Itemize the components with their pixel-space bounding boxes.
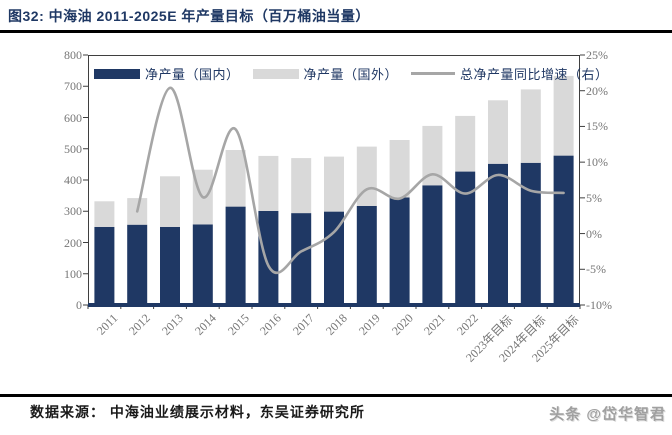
right-axis-label--10%: -10% bbox=[586, 298, 612, 312]
legend-label-domestic: 净产量（国内） bbox=[145, 67, 240, 82]
figure-title: 图32: 中海油 2011-2025E 年产量目标（百万桶油当量） bbox=[8, 8, 370, 24]
legend-item-growth-line: 总净产量同比增速（右） bbox=[411, 64, 609, 83]
right-axis-label-10%: 10% bbox=[586, 155, 608, 170]
legend-item-domestic: 净产量（国内） bbox=[94, 64, 240, 83]
left-axis-label-200: 200 bbox=[64, 235, 82, 250]
bar-overseas-2016 bbox=[258, 155, 279, 211]
bar-domestic-2011 bbox=[94, 226, 115, 305]
left-axis-label-600: 600 bbox=[64, 110, 82, 125]
left-axis-label-0: 0 bbox=[76, 298, 82, 312]
bar-overseas-2025年目标 bbox=[553, 75, 574, 156]
bar-domestic-2015 bbox=[225, 206, 246, 305]
x-axis-label-2018: 2018 bbox=[323, 311, 350, 338]
growth-line bbox=[135, 86, 565, 275]
footer-divider-rule bbox=[0, 394, 672, 397]
bar-domestic-2017 bbox=[291, 213, 312, 305]
bar-domestic-2025年目标 bbox=[553, 155, 574, 305]
bar-overseas-2011 bbox=[94, 201, 115, 227]
bar-domestic-2016 bbox=[258, 210, 279, 305]
legend-swatch-growth-line bbox=[411, 72, 456, 75]
bar-domestic-2021 bbox=[422, 185, 443, 305]
x-axis-label-2014: 2014 bbox=[191, 311, 219, 338]
x-axis-label-2020: 2020 bbox=[388, 311, 416, 338]
right-axis-label-25%: 25% bbox=[586, 48, 608, 62]
bar-overseas-2020 bbox=[389, 140, 410, 198]
chart-legend: 净产量（国内） 净产量（国外） 总净产量同比增速（右） bbox=[94, 64, 609, 83]
left-axis-label-100: 100 bbox=[64, 266, 82, 281]
left-axis-label-300: 300 bbox=[64, 204, 82, 219]
bar-overseas-2019 bbox=[356, 146, 377, 206]
left-axis-label-700: 700 bbox=[64, 79, 82, 94]
bar-overseas-2017 bbox=[291, 158, 312, 214]
legend-swatch-domestic bbox=[94, 68, 140, 79]
x-axis-baseline bbox=[88, 303, 580, 307]
toutiao-watermark: 头条 @岱华智君 bbox=[549, 406, 666, 423]
right-axis-label-5%: 5% bbox=[586, 190, 602, 205]
right-axis-label-15%: 15% bbox=[586, 119, 608, 134]
legend-label-growth-line: 总净产量同比增速（右） bbox=[460, 67, 609, 82]
left-axis-label-500: 500 bbox=[64, 141, 82, 156]
bar-domestic-2019 bbox=[356, 205, 377, 305]
bar-domestic-2012 bbox=[127, 224, 148, 305]
bar-overseas-2018 bbox=[324, 156, 344, 212]
bar-domestic-2014 bbox=[192, 224, 213, 305]
left-axis-label-400: 400 bbox=[64, 173, 82, 187]
x-axis-label-2016: 2016 bbox=[257, 311, 285, 338]
bar-overseas-2023年目标 bbox=[488, 100, 508, 164]
bar-domestic-2022 bbox=[455, 171, 476, 305]
bar-overseas-2021 bbox=[422, 125, 443, 186]
left-axis-label-800: 800 bbox=[64, 48, 82, 62]
x-axis-label-2015: 2015 bbox=[224, 311, 252, 338]
x-axis-label-2013: 2013 bbox=[159, 311, 186, 338]
bar-overseas-2013 bbox=[160, 176, 180, 227]
title-divider-rule bbox=[0, 30, 672, 33]
legend-label-overseas: 净产量（国外） bbox=[303, 67, 399, 82]
right-axis-label-20%: 20% bbox=[586, 83, 608, 98]
bar-domestic-2013 bbox=[160, 226, 180, 305]
right-axis-label-0%: 0% bbox=[586, 226, 602, 241]
x-axis-label-2022: 2022 bbox=[454, 311, 482, 338]
bar-overseas-2024年目标 bbox=[520, 89, 541, 163]
x-axis-label-2011: 2011 bbox=[93, 311, 121, 338]
x-axis-label-2021: 2021 bbox=[421, 311, 449, 338]
bar-overseas-2022 bbox=[455, 115, 476, 172]
chart-canvas bbox=[83, 54, 585, 309]
bar-domestic-2024年目标 bbox=[520, 162, 541, 305]
bar-overseas-2015 bbox=[225, 150, 246, 207]
x-axis-label-2019: 2019 bbox=[355, 311, 383, 338]
data-source-note: 数据来源： 中海油业绩展示材料，东吴证券研究所 bbox=[30, 404, 365, 420]
legend-swatch-overseas bbox=[252, 68, 299, 79]
x-axis-label-2017: 2017 bbox=[290, 311, 318, 338]
x-axis-label-2012: 2012 bbox=[126, 311, 154, 338]
bar-domestic-2023年目标 bbox=[488, 163, 508, 306]
right-axis-label--5%: -5% bbox=[586, 262, 606, 277]
legend-item-overseas: 净产量（国外） bbox=[252, 64, 399, 83]
bar-domestic-2020 bbox=[389, 197, 410, 305]
